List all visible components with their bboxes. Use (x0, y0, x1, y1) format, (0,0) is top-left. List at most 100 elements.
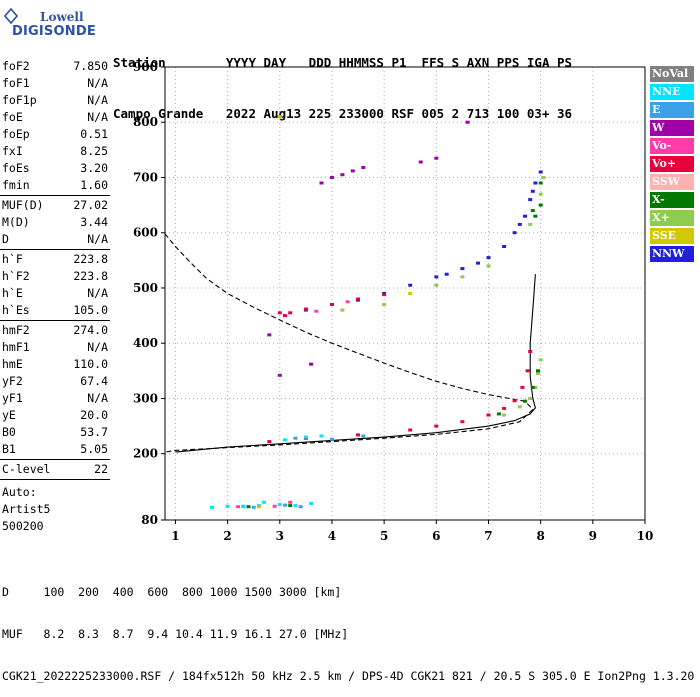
profile-curve-dashed (165, 233, 534, 453)
data-point-x- (533, 214, 538, 218)
param-name: hmF1 (2, 340, 30, 354)
data-point-x- (340, 308, 345, 312)
data-point-vo- (486, 413, 491, 417)
param-value: N/A (87, 110, 108, 124)
data-point-nne (303, 435, 308, 439)
param-value: 110.0 (73, 357, 108, 371)
x-tick-label: 6 (432, 529, 440, 543)
data-point-e (361, 434, 366, 438)
legend-item-vo-: Vo- (650, 138, 694, 154)
y-tick-label: 700 (133, 170, 158, 184)
param-row: foF1 N/A (0, 75, 112, 92)
param-name: foF2 (2, 59, 30, 73)
data-point-nnw (530, 189, 535, 193)
param-value: N/A (87, 93, 108, 107)
data-point-nnw (434, 275, 439, 279)
ionogram-chart: 1 2 3 4 5 6 7 8 9 10 80 200 300 400 500 600 700 800 900 (133, 60, 654, 543)
param-value: 27.02 (73, 198, 108, 212)
data-point-w (309, 362, 314, 366)
x-tick-label: 2 (223, 529, 231, 543)
param-row: h`F2 223.8 (0, 268, 112, 285)
distance-row: D 100 200 400 600 800 1000 1500 3000 [km… (2, 585, 342, 599)
param-name: C-level (2, 462, 51, 476)
logo-line1: Lowell (40, 10, 84, 24)
param-name: yF1 (2, 391, 23, 405)
plot-frame (164, 66, 646, 521)
x-tick-label: 8 (536, 529, 544, 543)
data-point-vo- (525, 369, 530, 373)
param-row: foF2 7.850 (0, 58, 112, 75)
data-point-w (434, 156, 439, 160)
data-point-e (293, 436, 298, 440)
lowell-digisonde-logo: Lowell DIGISONDE (2, 4, 102, 48)
data-point-sse (256, 505, 261, 509)
data-point-x- (528, 222, 533, 226)
y-tick-label: 600 (133, 226, 158, 240)
header-row2: Campo Grande 2022 Aug13 225 233000 RSF 0… (113, 106, 573, 121)
param-name: foEp (2, 127, 30, 141)
param-name: yE (2, 408, 16, 422)
x-tick-label: 1 (171, 529, 179, 543)
param-name: M(D) (2, 215, 30, 229)
data-point-vo- (408, 428, 413, 432)
data-point-vo- (236, 505, 240, 509)
station-header: Station YYYY DAY DDD HHMMSS P1 FFS S AXN… (113, 20, 572, 139)
param-name: MUF(D) (2, 198, 44, 212)
logo-line2: DIGISONDE (12, 24, 96, 39)
data-point-vo- (434, 424, 439, 428)
data-point-w (277, 373, 282, 377)
data-point-x- (434, 283, 439, 287)
data-point-nnw (444, 272, 449, 276)
params-divider (0, 320, 110, 321)
param-value: N/A (87, 391, 108, 405)
data-point-x- (533, 385, 538, 389)
y-tick-label: 800 (133, 115, 158, 129)
data-point-x- (288, 504, 293, 508)
data-point-x- (541, 176, 546, 179)
params-divider (0, 195, 110, 196)
params-divider (0, 479, 110, 480)
auto-label: Auto: (2, 485, 37, 499)
data-point-nne (319, 434, 324, 438)
auto-version: 500200 (2, 519, 44, 533)
param-name: foEs (2, 161, 30, 175)
param-name: foF1p (2, 93, 37, 107)
y-tick-label: 200 (133, 447, 158, 461)
param-row: foEp 0.51 (0, 126, 112, 143)
param-value: 223.8 (73, 269, 108, 283)
data-point-x- (523, 399, 527, 403)
param-name: h`F2 (2, 269, 30, 283)
x-tick-label: 10 (637, 529, 654, 543)
data-point-vo- (314, 309, 319, 313)
data-point-sse (277, 115, 282, 119)
data-point-vo- (382, 293, 387, 297)
param-name: B1 (2, 442, 16, 456)
data-point-w (418, 160, 423, 164)
x-tick-label: 3 (276, 529, 284, 543)
param-row: hmE 110.0 (0, 356, 112, 373)
legend-item-noval: NoVal (650, 66, 694, 82)
data-point-x- (536, 372, 540, 376)
param-row: h`Es 105.0 (0, 302, 112, 319)
param-row: yF1 N/A (0, 390, 112, 407)
data-point-w (361, 166, 366, 169)
data-point-x- (538, 192, 543, 196)
data-point-w (340, 173, 345, 177)
param-row: h`F 223.8 (0, 251, 112, 268)
data-point-nnw (523, 214, 527, 218)
param-name: foE (2, 110, 23, 124)
data-point-x- (530, 385, 535, 389)
param-value: 105.0 (73, 303, 108, 317)
param-value: 3.44 (80, 215, 108, 229)
data-point-vo- (283, 314, 287, 318)
legend-item-ssw: SSW (650, 174, 694, 190)
data-point-x- (538, 358, 543, 362)
data-point-x- (486, 264, 491, 268)
data-point-x- (538, 203, 543, 207)
param-value: N/A (87, 76, 108, 90)
legend-item-w: W (650, 120, 694, 136)
data-point-vo- (303, 307, 308, 311)
x-tick-label: 4 (328, 529, 336, 543)
param-value: 223.8 (73, 252, 108, 266)
param-row: C-level 22 (0, 461, 112, 478)
